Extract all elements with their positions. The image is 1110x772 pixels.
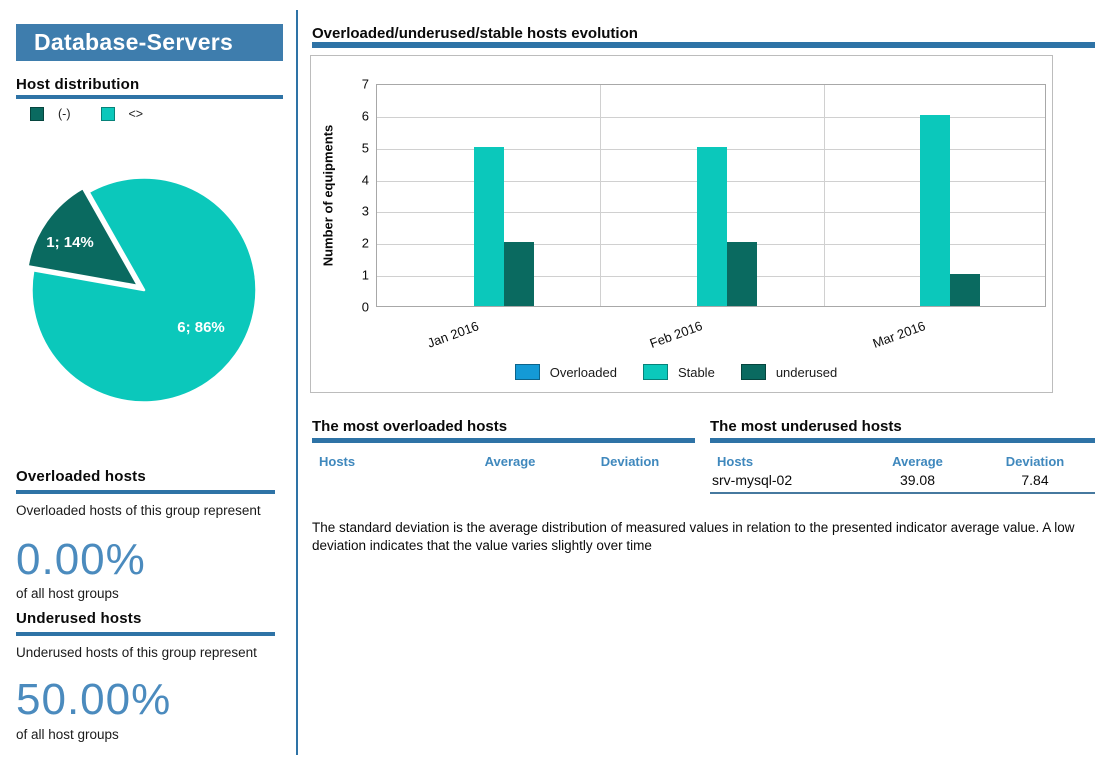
underused-hosts-rule (16, 632, 275, 636)
host-group-title: Database-Servers (16, 24, 283, 61)
bar-underused-jan-2016 (503, 242, 534, 306)
legend-label: underused (775, 364, 838, 380)
overloaded-table-rule (312, 438, 695, 443)
legend-swatch (514, 364, 540, 380)
average-cell: 39.08 (899, 472, 936, 488)
legend-item-stable: Stable (642, 364, 715, 380)
underused-legend-label: (-) (58, 107, 71, 121)
most-overloaded-hosts-table: The most overloaded hosts Hosts Average … (312, 418, 695, 469)
x-tick-label: Feb 2016 (647, 318, 705, 351)
group-separator (600, 85, 602, 306)
stable-legend-label: <> (128, 107, 144, 121)
y-tick-label: 4 (361, 172, 369, 188)
bar-underused-mar-2016 (950, 274, 981, 306)
overloaded-percent-caption: of all host groups (16, 586, 119, 601)
stable-legend-swatch (100, 107, 115, 121)
host-distribution-rule (16, 95, 283, 99)
gridline (377, 116, 1045, 118)
bar-stable-jan-2016 (473, 146, 504, 306)
pie-slice-6 (30, 176, 258, 404)
pie-slice-label: 6; 86% (177, 319, 225, 336)
y-tick-label: 3 (361, 203, 369, 219)
underused-table-rule (710, 438, 1095, 443)
underused-table-title: The most underused hosts (710, 418, 902, 435)
legend-swatch (740, 364, 766, 380)
bar-stable-feb-2016 (697, 146, 727, 306)
underused-table-header: Hosts Average Deviation (710, 454, 1095, 469)
overloaded-table-title: The most overloaded hosts (312, 418, 508, 435)
deviation-cell: 7.84 (1021, 472, 1049, 488)
x-tick-label: Jan 2016 (424, 318, 481, 351)
legend-label: Overloaded (549, 364, 617, 380)
y-tick-label: 7 (361, 76, 369, 92)
table-row: srv-mysql-02 39.08 7.84 (710, 472, 1095, 488)
legend-swatch (642, 364, 668, 380)
evolution-chart-title: Overloaded/underused/stable hosts evolut… (312, 25, 638, 42)
overloaded-table-header: Hosts Average Deviation (312, 454, 695, 469)
legend-label: Stable (677, 364, 715, 380)
col-deviation: Deviation (1005, 454, 1065, 469)
col-hosts: Hosts (319, 454, 356, 469)
underused-hosts-description: Underused hosts of this group represent (16, 645, 257, 660)
y-tick-label: 6 (361, 108, 369, 124)
col-average: Average (484, 454, 536, 469)
col-hosts: Hosts (717, 454, 754, 469)
x-tick-label: Mar 2016 (870, 318, 928, 351)
most-underused-hosts-table: The most underused hosts Hosts Average D… (710, 418, 1095, 494)
host-name-cell: srv-mysql-02 (712, 472, 793, 488)
bar-stable-mar-2016 (920, 114, 951, 306)
y-tick-label: 0 (361, 299, 369, 315)
underused-percent-caption: of all host groups (16, 727, 119, 742)
bar-underused-feb-2016 (727, 242, 757, 306)
underused-legend-swatch (30, 107, 44, 121)
bar-chart-legend: Overloaded Stable underused (341, 364, 1011, 380)
pie-legend: (-) <> (30, 107, 159, 121)
pie-slice-1 (26, 186, 140, 288)
underused-table-rows: srv-mysql-02 39.08 7.84 (710, 472, 1095, 494)
col-deviation: Deviation (600, 454, 660, 469)
overloaded-hosts-heading: Overloaded hosts (16, 468, 146, 485)
overloaded-hosts-rule (16, 490, 275, 494)
overloaded-hosts-description: Overloaded hosts of this group represent (16, 503, 261, 518)
legend-item-underused: underused (740, 364, 838, 380)
main-area: Overloaded/underused/stable hosts evolut… (310, 0, 1095, 772)
group-separator (823, 85, 825, 306)
underused-percent-value: 50.00% (16, 675, 172, 724)
y-tick-label: 5 (361, 140, 369, 156)
x-axis-labels: Jan 2016 Feb 2016 Mar 2016 (376, 318, 1046, 353)
standard-deviation-note: The standard deviation is the average di… (312, 520, 1075, 553)
vertical-divider (296, 10, 298, 755)
underused-hosts-heading: Underused hosts (16, 610, 142, 627)
pie-slice-label: 1; 14% (46, 234, 94, 251)
overloaded-percent-value: 0.00% (16, 535, 146, 584)
col-average: Average (892, 454, 943, 469)
evolution-chart-title-rule (312, 42, 1095, 48)
legend-item-overloaded: Overloaded (514, 364, 617, 380)
host-distribution-heading: Host distribution (16, 76, 140, 93)
plot-area (376, 84, 1046, 307)
y-tick-label: 2 (361, 235, 369, 251)
y-tick-label: 1 (361, 267, 369, 283)
host-distribution-pie-chart: 1; 14% 6; 86% (26, 176, 258, 404)
y-axis-ticks: 0 1 2 3 4 5 6 7 (329, 77, 369, 315)
